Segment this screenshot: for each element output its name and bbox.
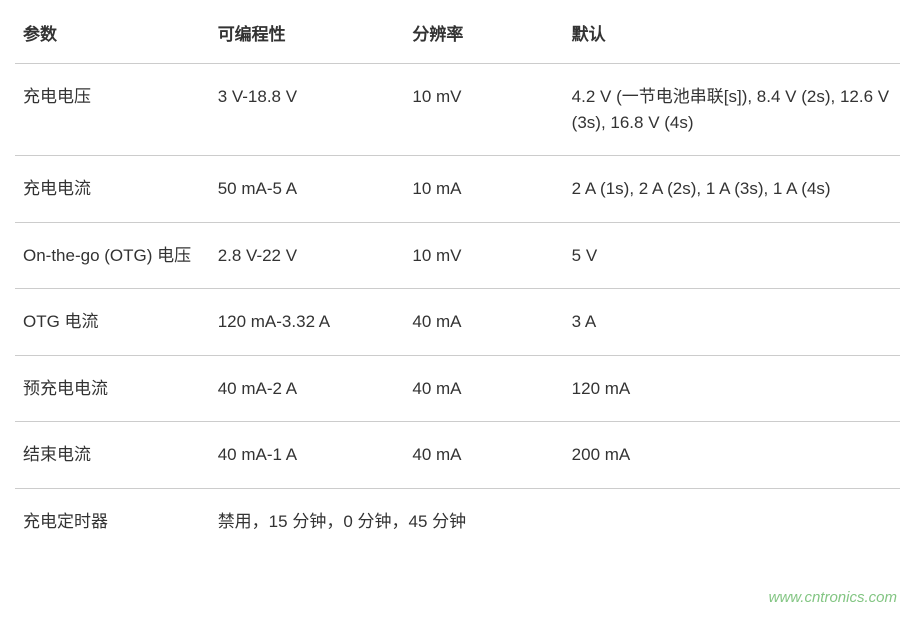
header-default: 默认 xyxy=(564,10,900,64)
cell-programmability: 3 V-18.8 V xyxy=(210,64,405,156)
cell-default: 4.2 V (一节电池串联[s]), 8.4 V (2s), 12.6 V (3… xyxy=(564,64,900,156)
cell-param: 结束电流 xyxy=(15,422,210,489)
table-row-timer: 充电定时器 禁用，15 分钟，0 分钟，45 分钟 xyxy=(15,488,900,554)
cell-param: 充电定时器 xyxy=(15,488,210,554)
cell-param: On-the-go (OTG) 电压 xyxy=(15,222,210,289)
cell-default: 5 V xyxy=(564,222,900,289)
cell-param: OTG 电流 xyxy=(15,289,210,356)
cell-param: 充电电流 xyxy=(15,156,210,223)
cell-programmability: 40 mA-2 A xyxy=(210,355,405,422)
watermark-text: www.cntronics.com xyxy=(769,589,897,606)
cell-resolution: 40 mA xyxy=(404,355,563,422)
cell-default: 3 A xyxy=(564,289,900,356)
parameters-table-container: 参数 可编程性 分辨率 默认 充电电压 3 V-18.8 V 10 mV 4.2… xyxy=(0,0,915,564)
header-programmability: 可编程性 xyxy=(210,10,405,64)
table-row: 预充电电流 40 mA-2 A 40 mA 120 mA xyxy=(15,355,900,422)
cell-resolution: 10 mA xyxy=(404,156,563,223)
header-param: 参数 xyxy=(15,10,210,64)
cell-param: 预充电电流 xyxy=(15,355,210,422)
table-row: On-the-go (OTG) 电压 2.8 V-22 V 10 mV 5 V xyxy=(15,222,900,289)
parameters-table: 参数 可编程性 分辨率 默认 充电电压 3 V-18.8 V 10 mV 4.2… xyxy=(15,10,900,554)
cell-default: 200 mA xyxy=(564,422,900,489)
table-row: 结束电流 40 mA-1 A 40 mA 200 mA xyxy=(15,422,900,489)
cell-default: 2 A (1s), 2 A (2s), 1 A (3s), 1 A (4s) xyxy=(564,156,900,223)
cell-default: 120 mA xyxy=(564,355,900,422)
table-row: 充电电流 50 mA-5 A 10 mA 2 A (1s), 2 A (2s),… xyxy=(15,156,900,223)
cell-resolution: 10 mV xyxy=(404,64,563,156)
cell-resolution: 10 mV xyxy=(404,222,563,289)
cell-param: 充电电压 xyxy=(15,64,210,156)
table-row: 充电电压 3 V-18.8 V 10 mV 4.2 V (一节电池串联[s]),… xyxy=(15,64,900,156)
header-resolution: 分辨率 xyxy=(404,10,563,64)
cell-programmability: 2.8 V-22 V xyxy=(210,222,405,289)
table-header-row: 参数 可编程性 分辨率 默认 xyxy=(15,10,900,64)
cell-programmability: 120 mA-3.32 A xyxy=(210,289,405,356)
cell-resolution: 40 mA xyxy=(404,289,563,356)
cell-programmability: 40 mA-1 A xyxy=(210,422,405,489)
cell-timer-value: 禁用，15 分钟，0 分钟，45 分钟 xyxy=(210,488,900,554)
cell-resolution: 40 mA xyxy=(404,422,563,489)
cell-programmability: 50 mA-5 A xyxy=(210,156,405,223)
table-row: OTG 电流 120 mA-3.32 A 40 mA 3 A xyxy=(15,289,900,356)
